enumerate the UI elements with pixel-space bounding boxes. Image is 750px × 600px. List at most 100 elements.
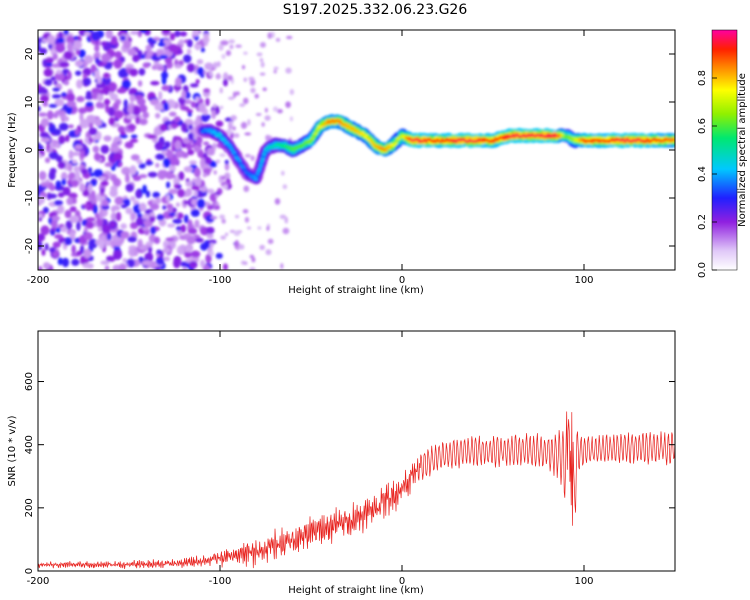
noise-blob [186, 143, 193, 151]
ridge-blob [572, 139, 576, 143]
noise-blob [222, 72, 229, 82]
noise-blob [69, 230, 76, 241]
noise-blob [243, 261, 248, 266]
noise-blob [162, 158, 171, 168]
noise-blob [60, 171, 68, 182]
noise-blob [185, 188, 193, 197]
noise-blob [66, 41, 74, 52]
noise-blob [237, 230, 243, 234]
noise-blob [247, 119, 251, 126]
snr-xtick-label: 0 [399, 576, 405, 587]
noise-blob [241, 64, 246, 70]
spec-ytick-label: 10 [24, 96, 35, 109]
noise-blob [178, 39, 185, 45]
noise-blob [248, 76, 255, 81]
ridge-blob [316, 128, 319, 132]
noise-blob [168, 111, 177, 117]
noise-blob [107, 106, 116, 117]
noise-blob [228, 39, 235, 44]
noise-blob [65, 104, 73, 115]
ridge-blob [571, 136, 575, 140]
noise-blob [182, 137, 191, 144]
noise-blob [82, 263, 93, 269]
snr-xtick-label: 100 [574, 576, 593, 587]
noise-blob [55, 227, 61, 233]
noise-blob [213, 61, 218, 70]
noise-blob [261, 122, 265, 127]
ridge-blob [440, 137, 444, 141]
noise-blob [100, 260, 110, 266]
noise-blob [180, 224, 187, 233]
noise-blob [138, 202, 147, 212]
noise-blob [95, 193, 102, 202]
noise-blob [55, 180, 62, 190]
ridge-blob [362, 132, 365, 136]
noise-blob [139, 174, 148, 179]
noise-blob [227, 74, 233, 81]
noise-blob [67, 162, 73, 172]
snr-xtick-label: -200 [27, 576, 50, 587]
noise-blob [229, 44, 234, 50]
noise-blob [156, 214, 165, 221]
noise-blob [187, 111, 192, 117]
snr-ylabel: SNR (10 * v/v) [7, 415, 18, 486]
noise-blob [82, 73, 88, 79]
noise-blob [203, 33, 210, 38]
noise-blob [154, 112, 161, 119]
noise-blob [210, 216, 218, 220]
noise-blob [66, 197, 75, 206]
noise-blob [159, 123, 167, 132]
noise-blob [222, 263, 228, 270]
noise-blob [200, 72, 205, 78]
noise-blob [38, 265, 43, 270]
noise-blob [191, 198, 199, 206]
noise-blob [100, 180, 109, 187]
noise-blob [183, 233, 191, 238]
ridge-blob [378, 145, 382, 149]
noise-blob [106, 232, 112, 241]
noise-blob [169, 156, 179, 166]
noise-blob [221, 175, 226, 181]
noise-blob [127, 258, 136, 268]
noise-blob [73, 40, 83, 50]
noise-blob [238, 244, 245, 250]
noise-blob [239, 103, 246, 107]
noise-blob [87, 183, 93, 193]
noise-blob [103, 85, 110, 96]
spectrogram-ylabel: Frequency (Hz) [7, 112, 18, 188]
noise-blob [38, 105, 41, 112]
noise-blob [192, 30, 200, 37]
noise-blob [90, 64, 97, 73]
noise-blob [130, 30, 140, 35]
noise-blob [183, 214, 189, 224]
noise-blob [113, 241, 123, 247]
ridge-blob [505, 134, 508, 138]
noise-blob [118, 68, 128, 78]
snr-series-line [38, 411, 675, 569]
ridge-blob [243, 166, 246, 170]
noise-blob [138, 245, 148, 250]
noise-blob [62, 186, 71, 196]
snr-ytick-label: 0 [24, 568, 35, 574]
noise-blob [129, 138, 139, 143]
noise-blob [42, 58, 47, 68]
colorbar-label: Normalized spectral amplitude [737, 73, 748, 227]
noise-blob [284, 218, 288, 223]
noise-blob [193, 190, 198, 198]
noise-blob [203, 88, 211, 93]
noise-blob [129, 165, 137, 176]
ridge-blob [238, 159, 242, 163]
noise-blob [97, 75, 102, 84]
spec-ytick-label: -10 [24, 190, 35, 206]
noise-blob [174, 150, 184, 158]
noise-blob [144, 55, 151, 60]
noise-blob [87, 167, 93, 174]
noise-blob [193, 167, 201, 178]
noise-blob [161, 85, 171, 92]
ridge-blob [546, 133, 550, 136]
noise-blob [78, 107, 88, 114]
noise-blob [175, 202, 181, 207]
noise-blob [38, 112, 48, 117]
noise-blob [74, 60, 84, 67]
noise-blob [121, 79, 131, 89]
